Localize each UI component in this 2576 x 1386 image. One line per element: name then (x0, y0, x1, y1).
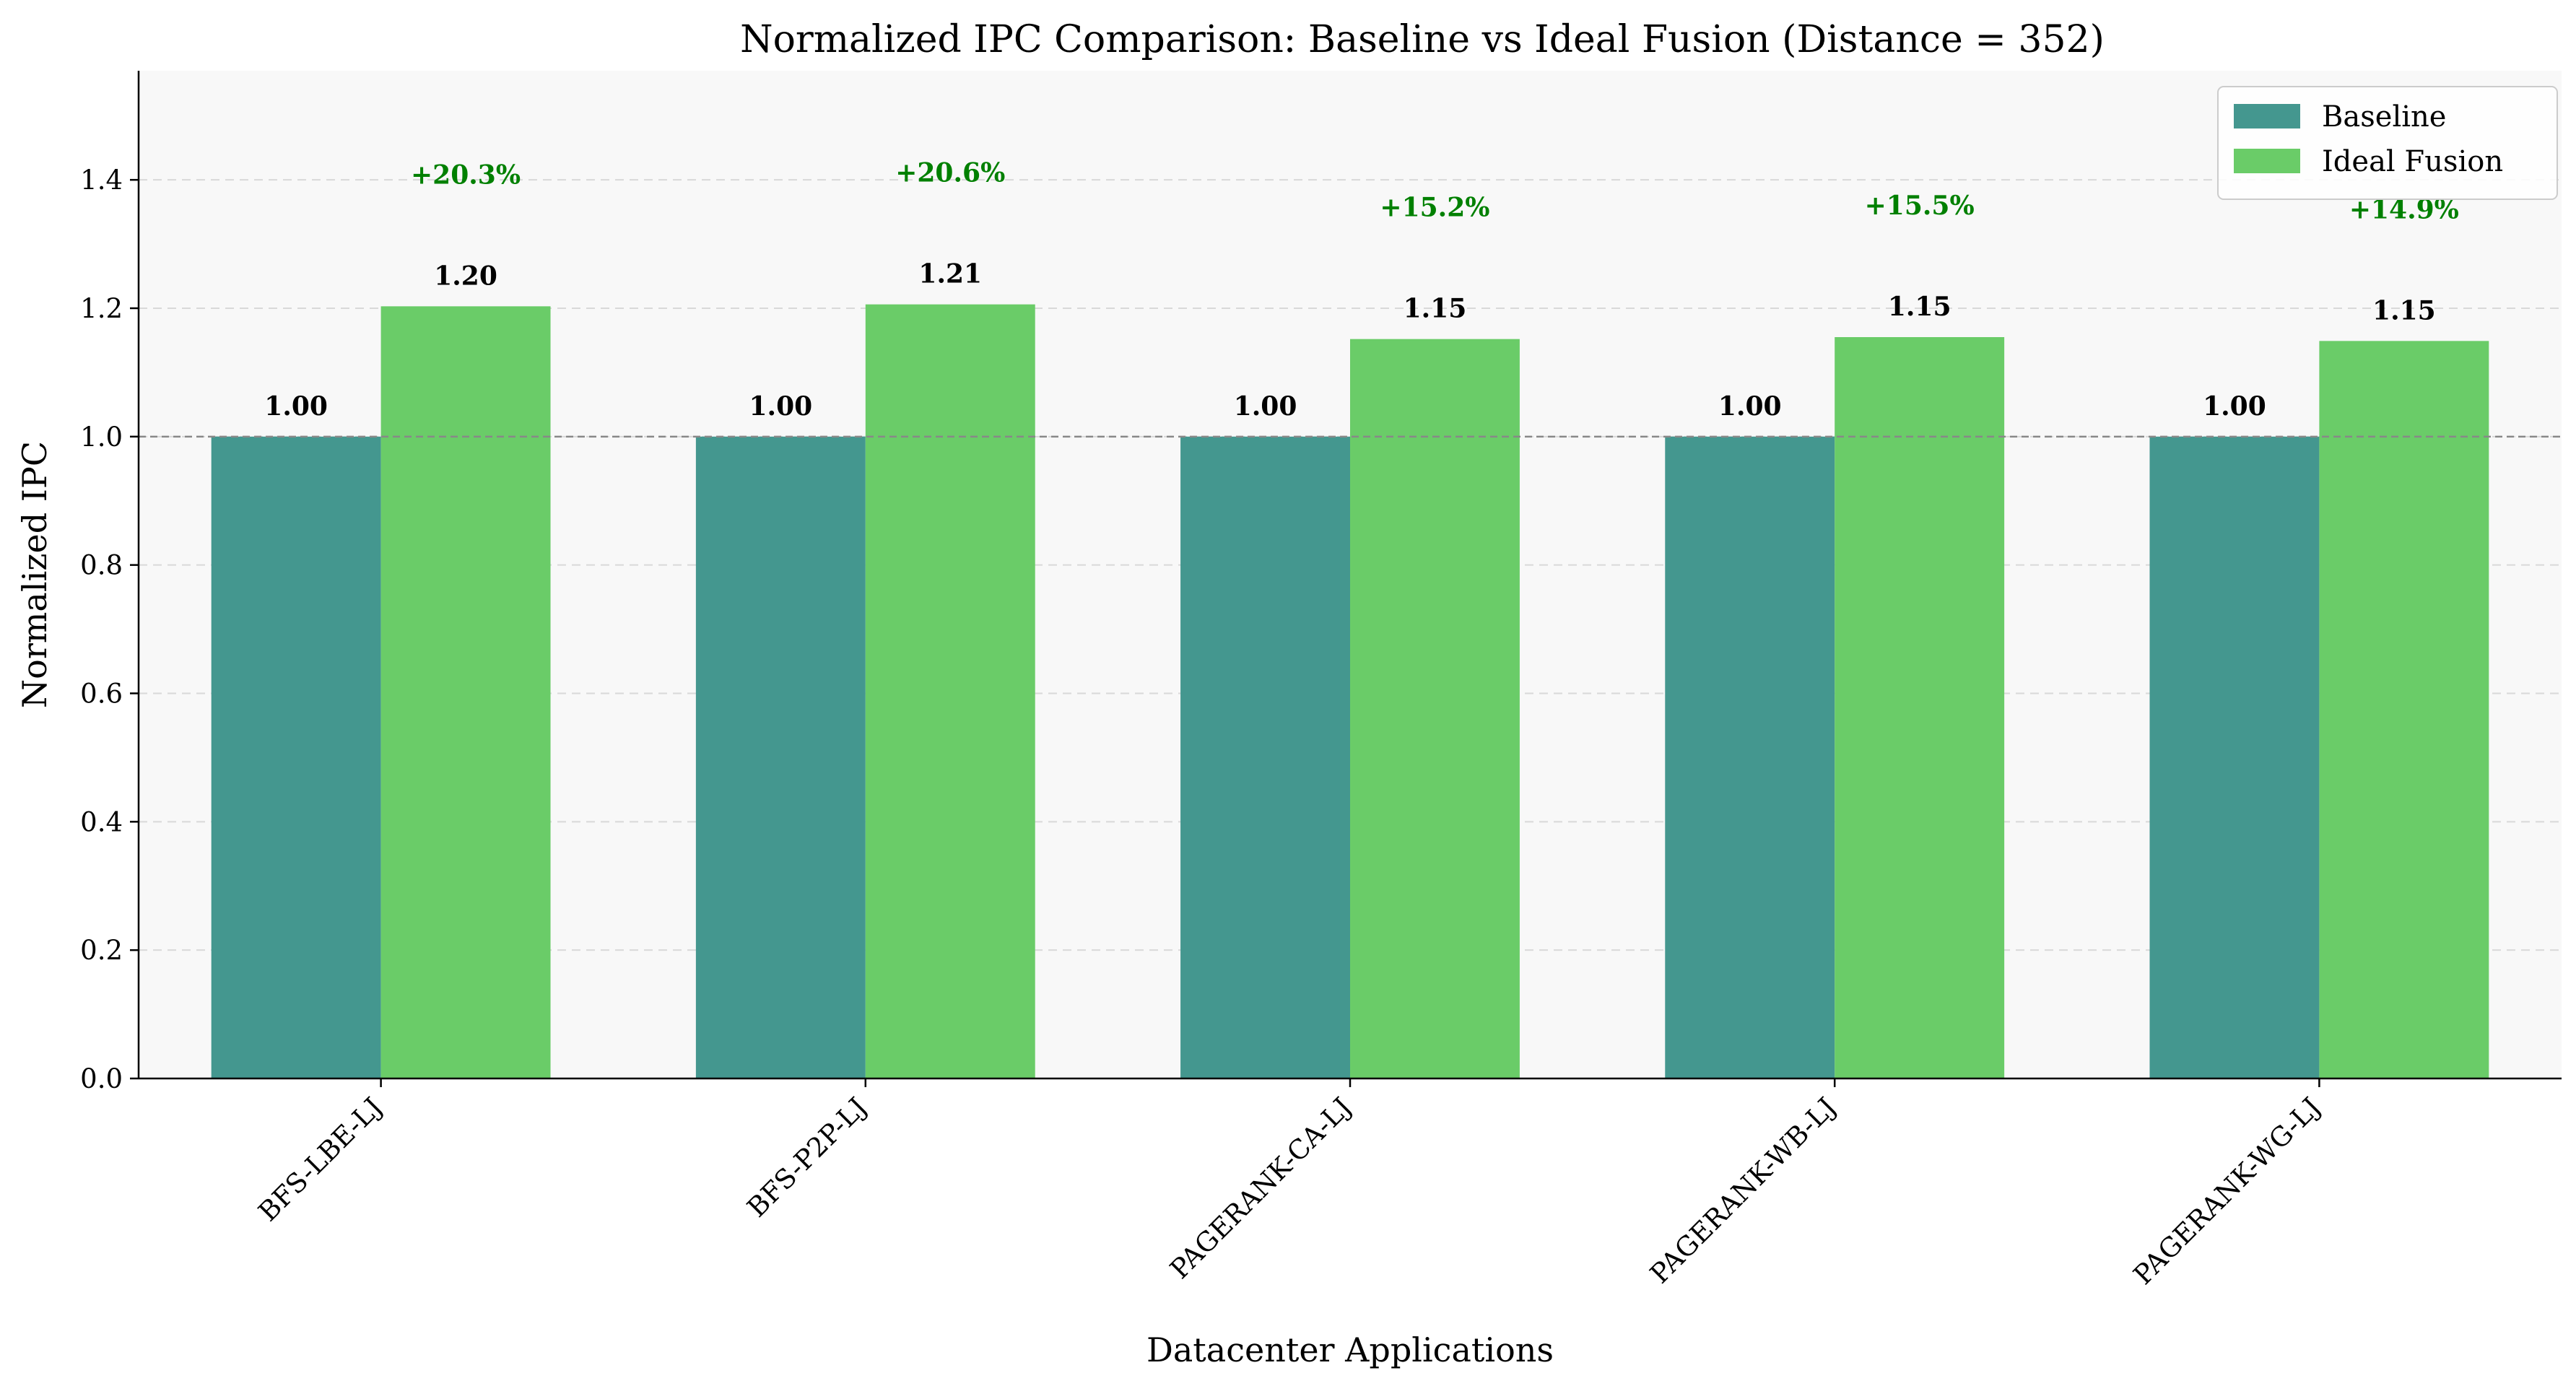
x-tick-label: PAGERANK-WG-LJ (2128, 1091, 2327, 1291)
legend-swatch-baseline (2234, 104, 2300, 128)
legend: Baseline Ideal Fusion (2217, 86, 2558, 200)
baseline-bar (2149, 436, 2320, 1078)
ideal-fusion-bar (1350, 339, 1520, 1079)
baseline-bar (1180, 436, 1350, 1078)
legend-swatch-ideal-fusion (2234, 149, 2300, 173)
ideal-fusion-value-label: 1.15 (2372, 295, 2436, 326)
improvement-label: +20.6% (895, 158, 1005, 188)
y-tick-label: 0.2 (80, 935, 123, 966)
baseline-bar (1665, 436, 1835, 1078)
ideal-fusion-value-label: 1.15 (1404, 294, 1467, 324)
improvement-label: +15.2% (1380, 193, 1489, 223)
legend-box (2217, 86, 2558, 200)
baseline-bar (211, 436, 381, 1078)
ideal-fusion-bar (2319, 341, 2489, 1078)
ideal-fusion-bar (865, 304, 1035, 1079)
ideal-fusion-value-label: 1.21 (918, 259, 982, 289)
legend-label: Ideal Fusion (2322, 145, 2503, 178)
bars (139, 304, 2562, 1079)
y-tick-label: 0.0 (80, 1063, 123, 1094)
y-tick-label: 0.4 (80, 806, 123, 837)
y-tick-label: 1.2 (80, 293, 123, 324)
ideal-fusion-bar (1835, 337, 2005, 1079)
x-tick-label: PAGERANK-CA-LJ (1164, 1091, 1357, 1285)
y-axis-label: Normalized IPC (15, 441, 54, 708)
x-tick-label: BFS-P2P-LJ (741, 1091, 874, 1224)
x-tick-label: BFS-LBE-LJ (253, 1091, 388, 1227)
ideal-fusion-value-label: 1.15 (1888, 292, 1951, 322)
improvement-label: +15.5% (1865, 191, 1975, 221)
baseline-value-label: 1.00 (264, 391, 328, 422)
chart-title: Normalized IPC Comparison: Baseline vs I… (740, 18, 2105, 61)
baseline-value-label: 1.00 (1718, 391, 1782, 422)
baseline-value-label: 1.00 (2203, 391, 2266, 422)
y-tick-label: 0.8 (80, 550, 123, 581)
baseline-bar (695, 436, 866, 1078)
improvement-label: +20.3% (411, 160, 521, 190)
legend-label: Baseline (2322, 100, 2446, 134)
ideal-fusion-value-label: 1.20 (434, 261, 497, 291)
baseline-value-label: 1.00 (1234, 391, 1297, 422)
y-tick-label: 0.6 (80, 678, 123, 709)
y-tick-label: 1.0 (80, 422, 123, 453)
baseline-value-label: 1.00 (749, 391, 812, 422)
x-axis-label: Datacenter Applications (1146, 1330, 1554, 1369)
ideal-fusion-bar (380, 306, 551, 1078)
y-tick-label: 1.4 (80, 165, 123, 196)
data-labels: 1.00 1.20 +20.3% 1.00 1.21 +20.6% 1.00 1.15 +15.… (264, 158, 2459, 422)
x-tick-label: PAGERANK-WB-LJ (1644, 1091, 1842, 1289)
